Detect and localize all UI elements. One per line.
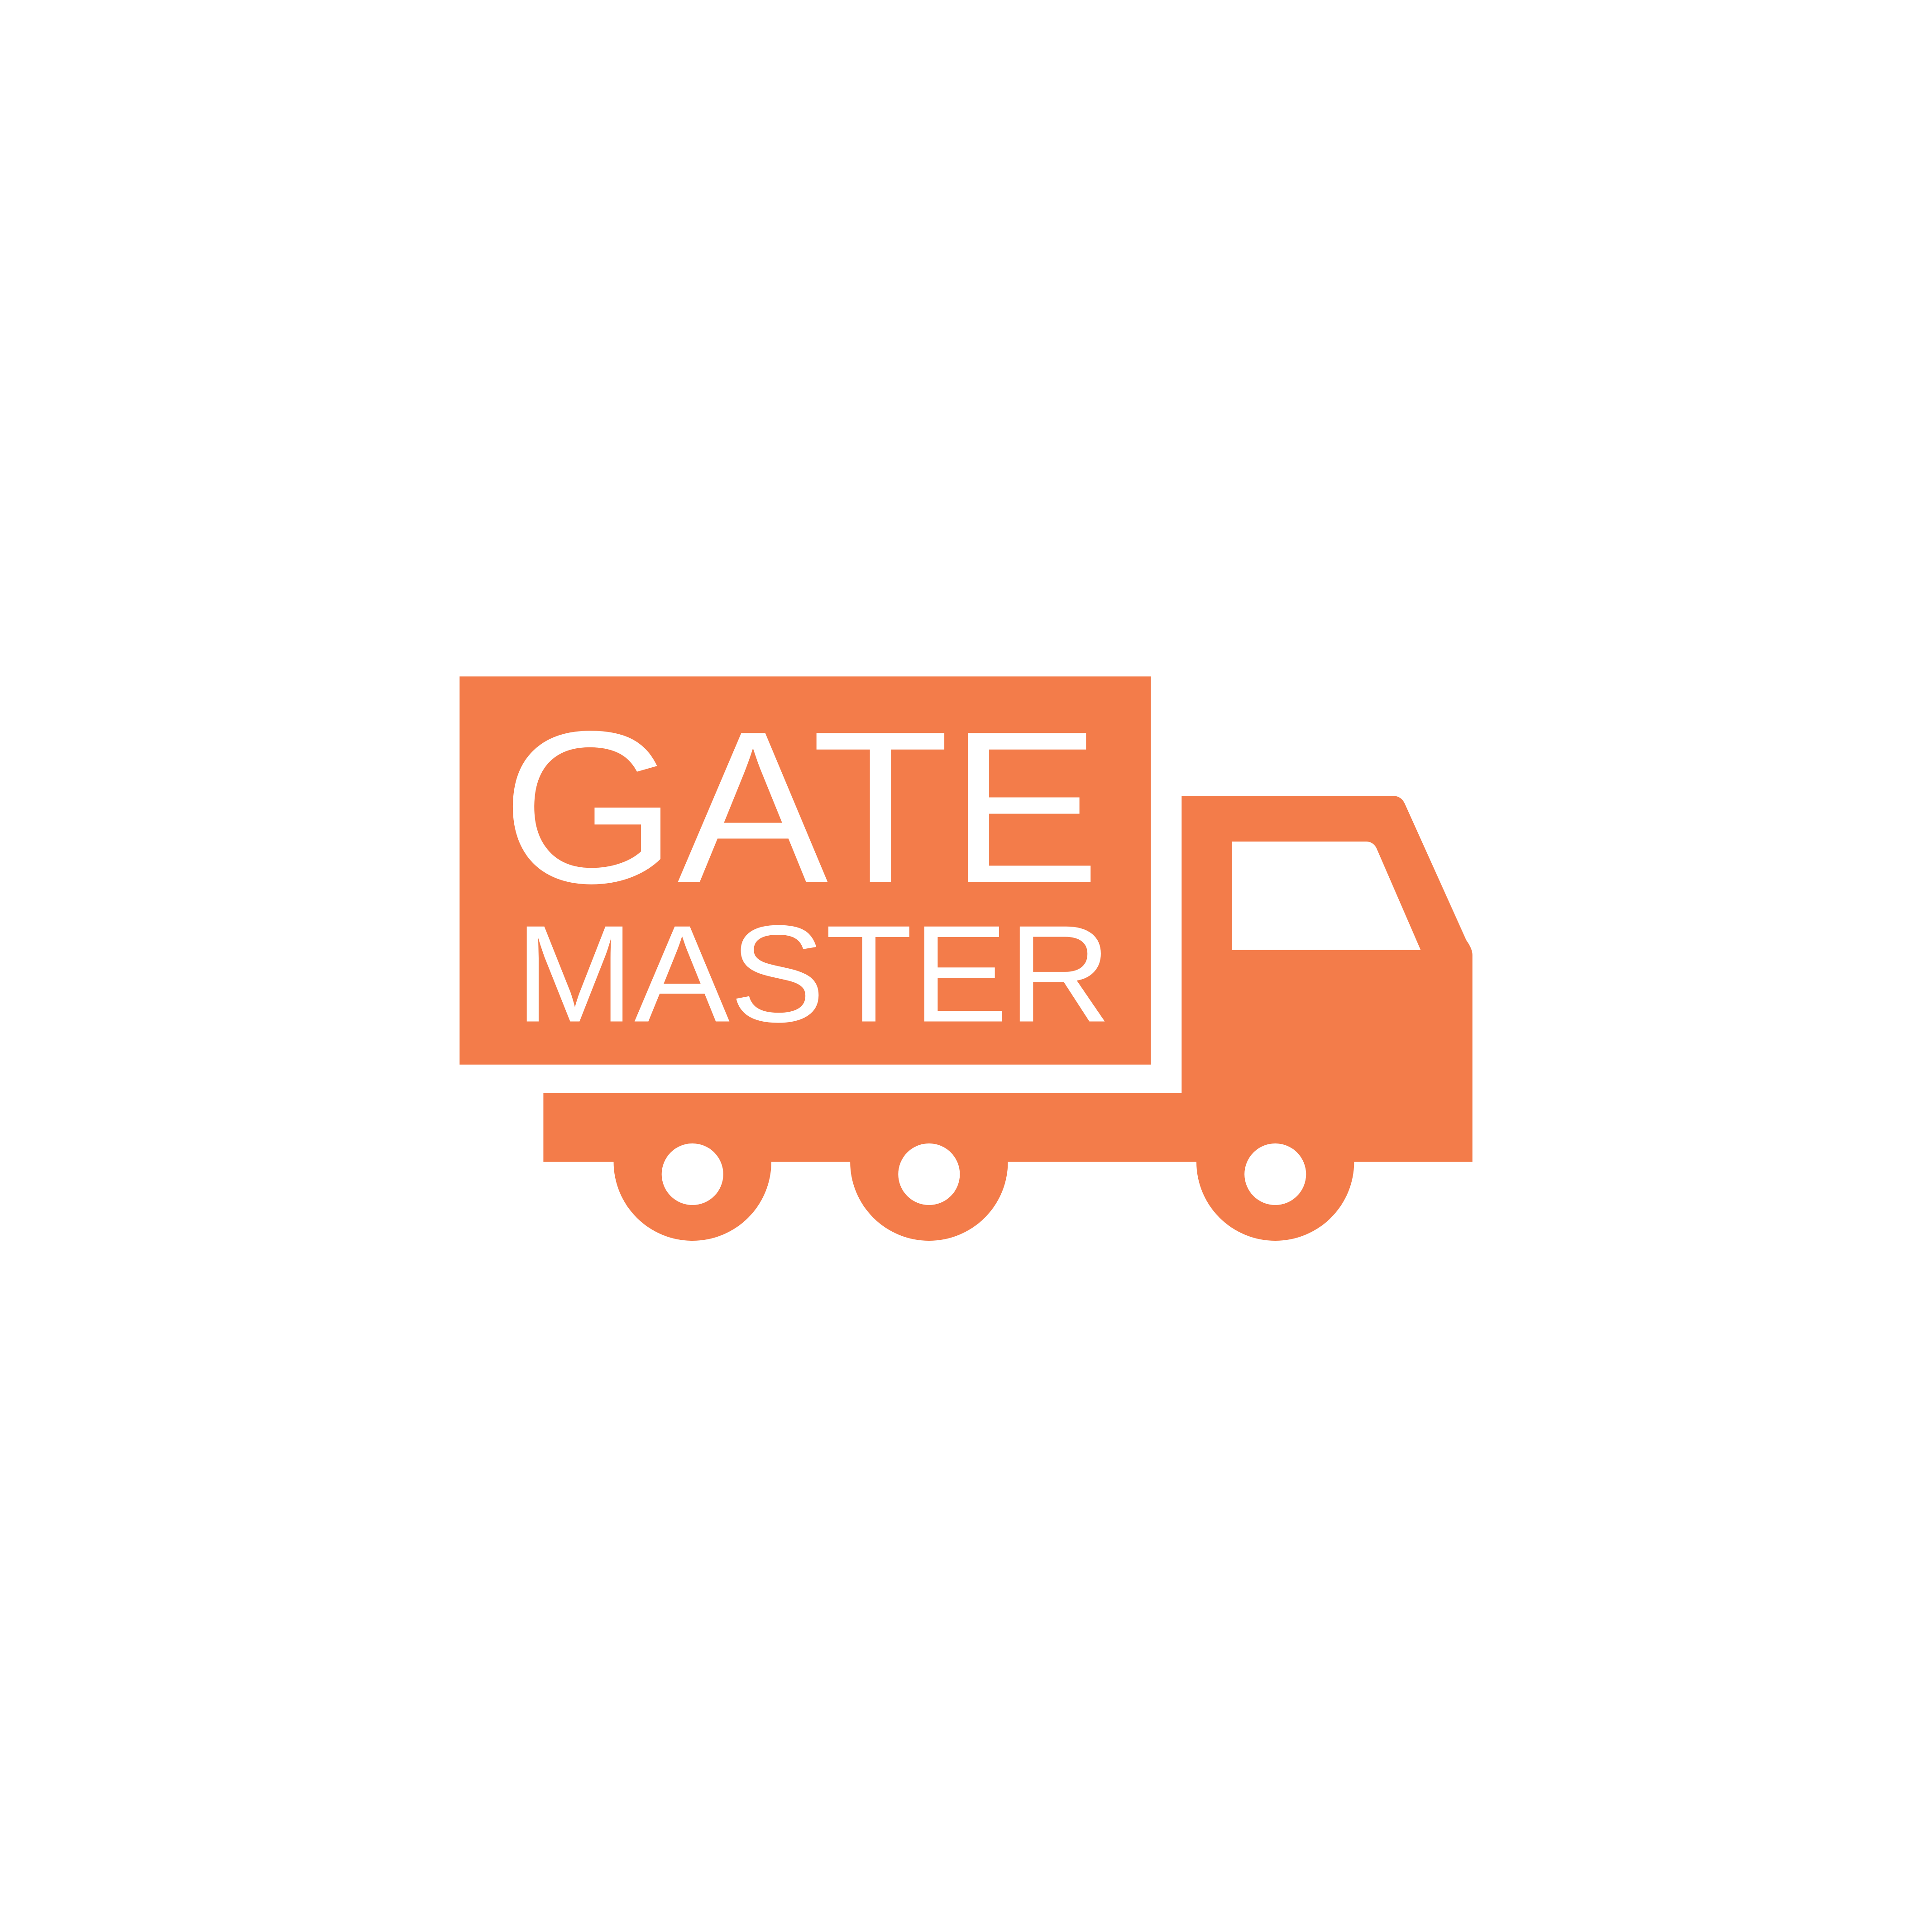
cab-window: [1232, 842, 1421, 950]
wheel-hub-middle: [898, 1143, 960, 1205]
wheel-hub-rear: [661, 1143, 723, 1205]
wheel-hub-front: [1244, 1143, 1306, 1205]
brand-line-1: GATE: [502, 686, 1100, 928]
brand-line-2: MASTER: [515, 896, 1111, 1051]
cargo-box: [459, 676, 1151, 1065]
